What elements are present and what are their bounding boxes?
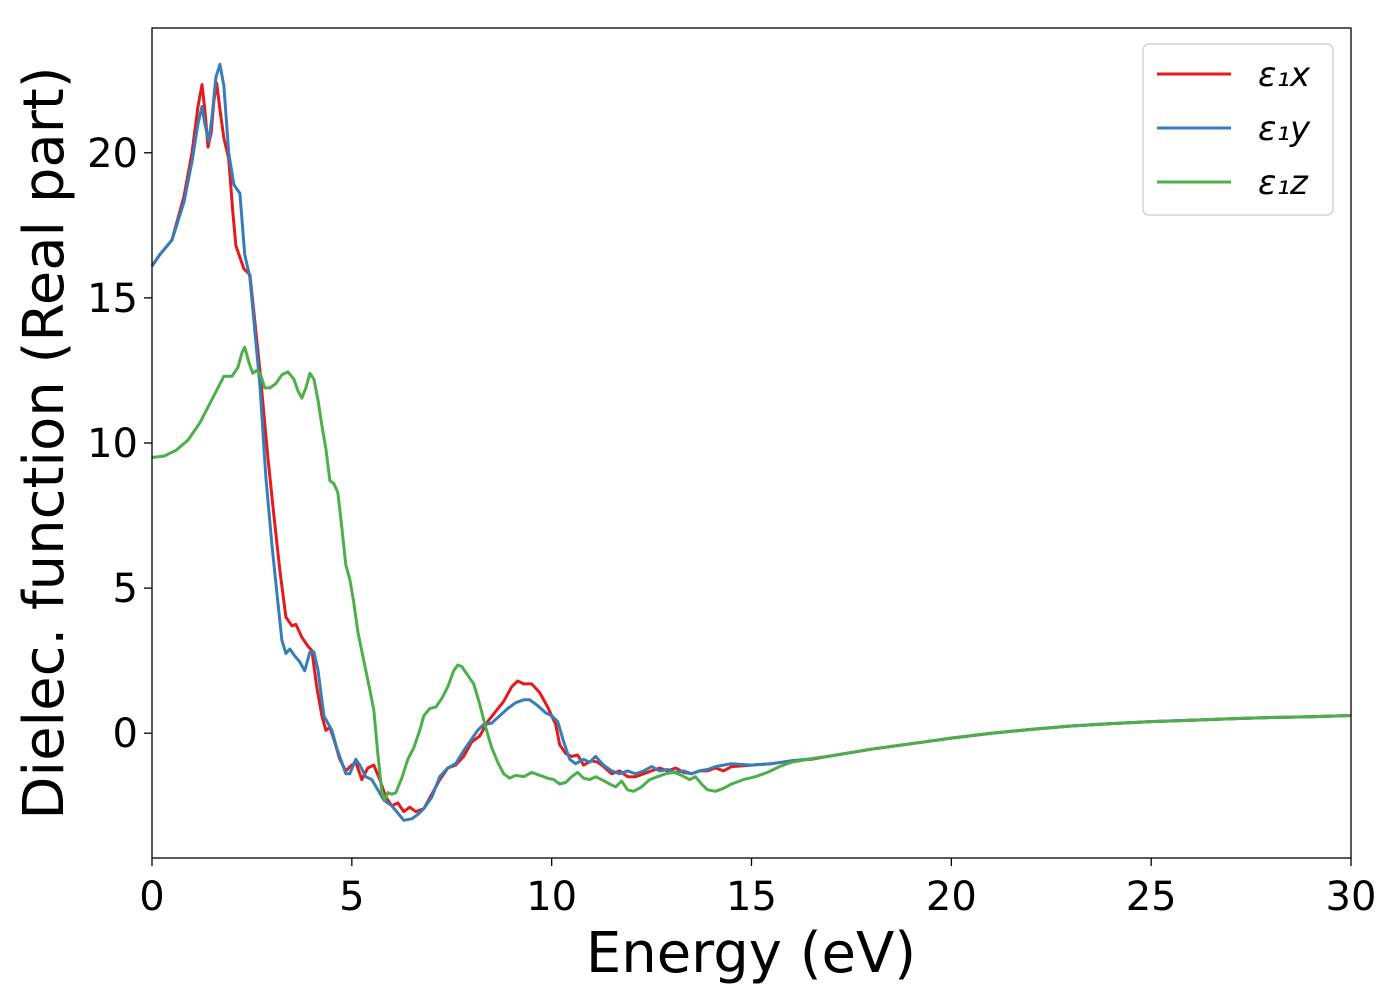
x-tick-label: 30 — [1326, 874, 1377, 920]
legend-label-ez: ε₁z — [1258, 163, 1309, 203]
y-tick-label: 20 — [87, 131, 138, 177]
x-tick-label: 15 — [726, 874, 777, 920]
x-tick-label: 20 — [926, 874, 977, 920]
x-tick-label: 25 — [1126, 874, 1177, 920]
series-line-ez — [151, 345, 1352, 802]
legend-label-ex: ε₁x — [1258, 55, 1311, 95]
y-tick-label: 15 — [87, 276, 138, 322]
legend-box — [1142, 43, 1334, 216]
y-tick-label: 0 — [113, 711, 138, 757]
x-tick-label: 10 — [526, 874, 577, 920]
y-axis-label: Dielec. function (Real part) — [12, 66, 77, 819]
ticks-layer: 0 5 10 15 20 25 30 0 5 10 15 20 — [87, 131, 1376, 920]
series-line-ey — [150, 62, 1352, 822]
x-axis-label: Energy (eV) — [586, 921, 916, 986]
y-tick-label: 10 — [87, 421, 138, 467]
legend: ε₁x ε₁y ε₁z — [1142, 43, 1334, 216]
series-layer — [150, 62, 1352, 822]
series-line-ex — [150, 81, 1352, 814]
legend-label-ey: ε₁y — [1258, 109, 1311, 149]
x-tick-label: 5 — [339, 874, 364, 920]
y-tick-label: 5 — [113, 566, 138, 612]
x-tick-label: 0 — [139, 874, 164, 920]
